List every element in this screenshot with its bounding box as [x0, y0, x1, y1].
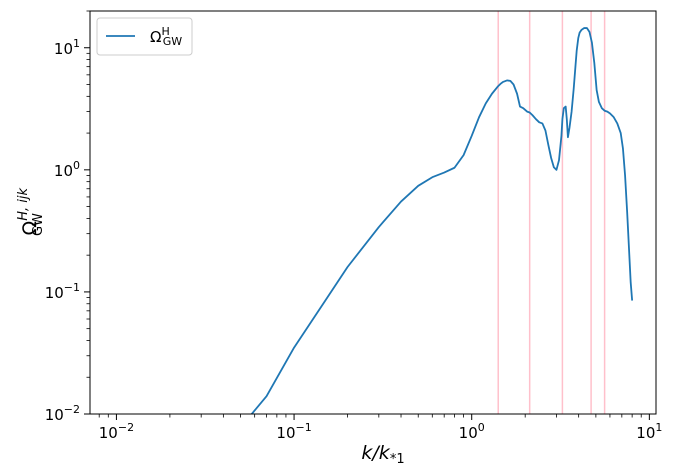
y-tick-label: 10−2	[45, 403, 80, 424]
x-tick-label: 101	[636, 421, 662, 442]
y-axis-label: ΩH, ijkGW	[16, 188, 46, 236]
y-tick-label: 101	[54, 37, 80, 58]
legend: ΩH GW	[96, 17, 193, 56]
x-axis-label: k/k*1	[361, 442, 404, 467]
x-axis-ticks: 10−2 10−1 100 101	[99, 414, 662, 442]
y-axis-ticks: 10−2 10−1 100 101	[45, 10, 90, 424]
x-tick-label: 100	[459, 421, 485, 442]
vertical-marker-lines	[497, 11, 606, 414]
plot-background	[90, 11, 656, 414]
plot-frame	[89, 10, 657, 415]
series-line-1	[250, 27, 634, 414]
y-tick-label: 100	[54, 159, 80, 180]
x-tick-label: 10−1	[276, 421, 311, 442]
legend-label: ΩH GW	[150, 25, 182, 48]
data-series	[250, 27, 634, 414]
y-tick-label: 10−1	[45, 281, 80, 302]
x-tick-label: 10−2	[99, 421, 134, 442]
legend-box	[96, 17, 193, 56]
